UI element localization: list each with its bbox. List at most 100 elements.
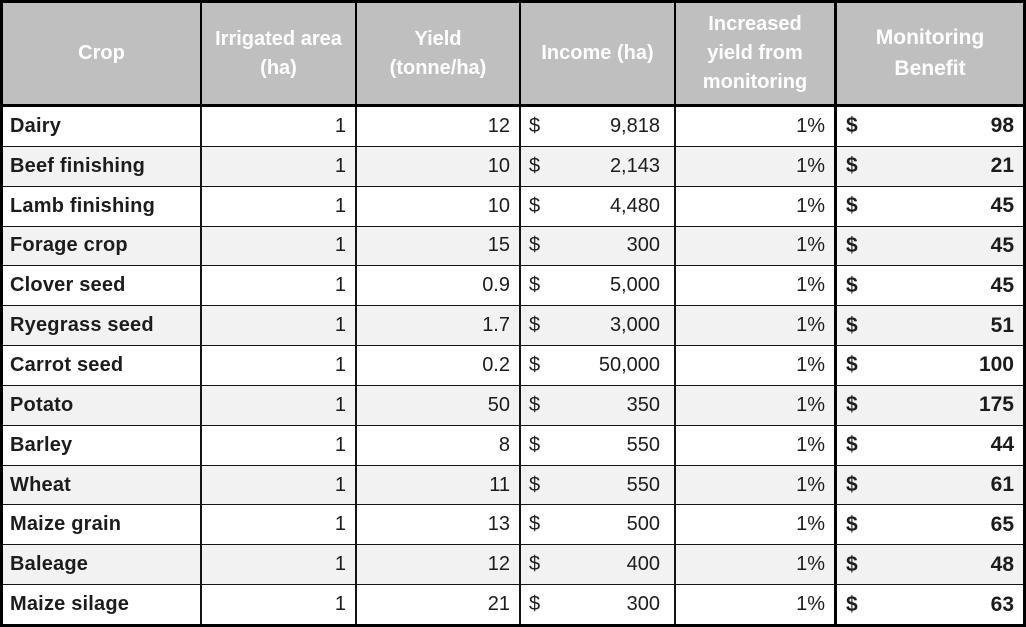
cell-crop: Wheat [10, 473, 71, 496]
cell-income: $50,000 [519, 346, 674, 385]
cell-income: $300 [519, 585, 674, 624]
income-value: 550 [626, 473, 660, 496]
currency-symbol: $ [529, 433, 541, 456]
cell-monitoring-benefit: $44 [834, 425, 1023, 465]
cell-crop: Barley [10, 433, 73, 456]
cell-irrigated-area: 1 [200, 346, 355, 385]
cell-monitoring-benefit: $98 [834, 107, 1023, 146]
currency-symbol: $ [529, 593, 541, 616]
benefit-value: 98 [990, 114, 1014, 138]
cell-increased-yield: 1% [674, 585, 834, 624]
cell-income: $300 [519, 226, 674, 266]
income-value: 9,818 [609, 114, 660, 137]
currency-symbol: $ [846, 393, 858, 417]
cell-irrigated-area: 1 [200, 505, 355, 545]
benefit-value: 45 [990, 194, 1014, 218]
currency-symbol: $ [529, 194, 541, 217]
benefit-value: 61 [990, 473, 1014, 497]
cell-crop: Maize grain [10, 513, 122, 536]
currency-symbol: $ [846, 194, 858, 218]
currency-symbol: $ [529, 473, 541, 496]
cell-irrigated-area: 1 [200, 385, 355, 425]
income-value: 50,000 [598, 353, 660, 376]
cell-income: $350 [519, 385, 674, 425]
cell-monitoring-benefit: $100 [834, 346, 1023, 385]
income-value: 4,480 [609, 194, 660, 217]
cell-income: $500 [519, 505, 674, 545]
cell-irrigated-area: 1 [200, 425, 355, 465]
header-row: Crop Irrigated area (ha) Yield (tonne/ha) I… [3, 3, 1023, 107]
cell-monitoring-benefit: $61 [834, 465, 1023, 505]
currency-symbol: $ [846, 114, 858, 138]
currency-symbol: $ [846, 273, 858, 297]
currency-symbol: $ [846, 433, 858, 457]
column-header-increased-yield: Increased yield from monitoring [674, 3, 834, 104]
benefit-value: 48 [990, 552, 1014, 576]
cell-monitoring-benefit: $48 [834, 545, 1023, 585]
table-row: Forage crop 1 15 $300 1% $45 [3, 225, 1023, 266]
currency-symbol: $ [846, 233, 858, 257]
currency-symbol: $ [529, 553, 541, 576]
cell-yield: 0.9 [355, 266, 519, 306]
cell-monitoring-benefit: $51 [834, 306, 1023, 346]
currency-symbol: $ [846, 512, 858, 536]
cell-yield: 0.2 [355, 346, 519, 385]
income-value: 2,143 [609, 154, 660, 177]
currency-symbol: $ [529, 234, 541, 257]
income-value: 400 [626, 553, 660, 576]
benefit-value: 100 [978, 353, 1014, 377]
cell-irrigated-area: 1 [200, 585, 355, 624]
cell-yield: 10 [355, 146, 519, 186]
cell-yield: 12 [355, 107, 519, 146]
cell-income: $550 [519, 425, 674, 465]
currency-symbol: $ [529, 154, 541, 177]
table-row: Carrot seed 1 0.2 $50,000 1% $100 [3, 345, 1023, 385]
cell-crop: Lamb finishing [10, 194, 156, 217]
currency-symbol: $ [846, 313, 858, 337]
income-value: 350 [626, 393, 660, 416]
cell-income: $3,000 [519, 306, 674, 346]
cell-increased-yield: 1% [674, 266, 834, 306]
cell-crop: Potato [10, 393, 74, 416]
currency-symbol: $ [846, 353, 858, 377]
cell-monitoring-benefit: $45 [834, 226, 1023, 266]
table-row: Baleage 1 12 $400 1% $48 [3, 544, 1023, 585]
benefit-value: 44 [990, 433, 1014, 457]
benefit-value: 63 [990, 592, 1014, 616]
cell-crop: Maize silage [10, 593, 130, 616]
benefit-value: 175 [978, 393, 1014, 417]
cell-crop: Ryegrass seed [10, 314, 154, 337]
cell-income: $4,480 [519, 186, 674, 226]
column-header-income: Income (ha) [519, 3, 674, 104]
cell-yield: 13 [355, 505, 519, 545]
cell-irrigated-area: 1 [200, 107, 355, 146]
cell-monitoring-benefit: $21 [834, 146, 1023, 186]
table-row: Clover seed 1 0.9 $5,000 1% $45 [3, 265, 1023, 306]
benefit-value: 65 [990, 512, 1014, 536]
table-row: Ryegrass seed 1 1.7 $3,000 1% $51 [3, 305, 1023, 346]
cell-monitoring-benefit: $63 [834, 585, 1023, 624]
currency-symbol: $ [529, 353, 541, 376]
column-header-crop: Crop [78, 42, 125, 64]
cell-monitoring-benefit: $65 [834, 505, 1023, 545]
cell-increased-yield: 1% [674, 465, 834, 505]
table-row: Wheat 1 11 $550 1% $61 [3, 464, 1023, 505]
cell-increased-yield: 1% [674, 226, 834, 266]
currency-symbol: $ [846, 552, 858, 576]
benefit-value: 45 [990, 273, 1014, 297]
column-header-yield: Yield (tonne/ha) [355, 3, 519, 104]
cell-irrigated-area: 1 [200, 226, 355, 266]
cell-yield: 12 [355, 545, 519, 585]
cell-crop: Baleage [10, 553, 89, 576]
benefit-value: 51 [990, 313, 1014, 337]
cell-income: $9,818 [519, 107, 674, 146]
cell-yield: 15 [355, 226, 519, 266]
table-row: Maize grain 1 13 $500 1% $65 [3, 504, 1023, 545]
benefit-value: 21 [990, 154, 1014, 178]
cell-increased-yield: 1% [674, 346, 834, 385]
currency-symbol: $ [529, 314, 541, 337]
cell-crop: Beef finishing [10, 154, 146, 177]
cell-irrigated-area: 1 [200, 465, 355, 505]
income-value: 5,000 [609, 274, 660, 297]
cell-yield: 11 [355, 465, 519, 505]
